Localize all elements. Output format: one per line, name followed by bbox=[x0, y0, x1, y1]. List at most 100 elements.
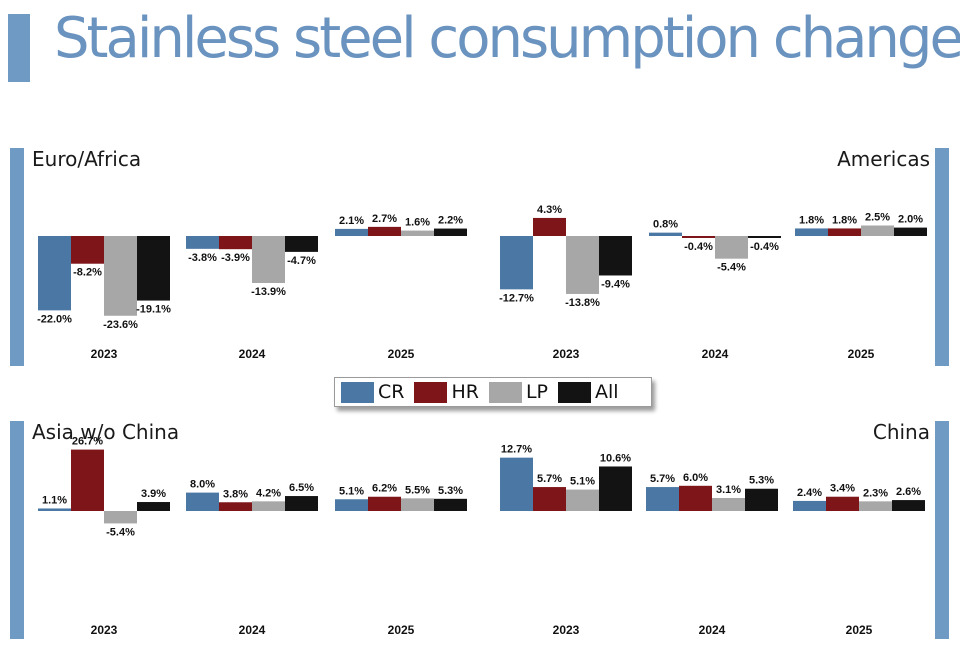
bar-0-2023-hr bbox=[71, 236, 104, 264]
legend-label-hr: HR bbox=[451, 381, 479, 403]
americas-accent-bar bbox=[935, 148, 949, 366]
bar-1-2023-hr bbox=[533, 217, 566, 236]
bar-0-2025-all bbox=[434, 228, 467, 236]
bar-2-2023-lp bbox=[104, 511, 137, 524]
bar-2-2024-lp bbox=[252, 501, 285, 511]
bar-3-2023-lp bbox=[566, 489, 599, 511]
data-label-0-2025-lp: 1.6% bbox=[405, 217, 430, 229]
bar-1-2023-cr bbox=[500, 236, 533, 290]
bar-3-2024-cr bbox=[646, 487, 679, 511]
bar-3-2025-lp bbox=[859, 501, 892, 511]
category-label-0-2025: 2025 bbox=[388, 347, 415, 361]
legend-label-all: All bbox=[595, 381, 619, 403]
legend-label-lp: LP bbox=[525, 381, 549, 403]
legend-item-all: All bbox=[558, 381, 619, 403]
data-label-1-2023-all: -9.4% bbox=[601, 278, 630, 290]
data-label-0-2024-lp: -13.9% bbox=[251, 286, 286, 298]
category-label-2-2023: 2023 bbox=[91, 623, 118, 637]
data-label-2-2024-all: 6.5% bbox=[289, 482, 314, 494]
bar-1-2024-hr bbox=[682, 236, 715, 238]
data-label-2-2025-hr: 6.2% bbox=[372, 483, 397, 495]
bar-2-2025-lp bbox=[401, 498, 434, 511]
data-label-2-2024-cr: 8.0% bbox=[190, 479, 215, 491]
bar-3-2024-all bbox=[745, 488, 778, 511]
category-label-3-2025: 2025 bbox=[846, 623, 873, 637]
data-label-1-2023-cr: -12.7% bbox=[499, 292, 534, 304]
category-label-1-2023: 2023 bbox=[553, 347, 580, 361]
bar-2-2023-hr bbox=[71, 449, 104, 511]
bar-1-2025-all bbox=[894, 227, 927, 236]
bar-3-2023-all bbox=[599, 466, 632, 511]
bar-2-2023-cr bbox=[38, 508, 71, 511]
legend-label-cr: CR bbox=[378, 381, 405, 403]
bar-2-2024-cr bbox=[186, 492, 219, 511]
data-label-0-2025-cr: 2.1% bbox=[339, 215, 364, 227]
category-label-3-2023: 2023 bbox=[553, 623, 580, 637]
bar-2-2025-hr bbox=[368, 496, 401, 511]
data-label-2-2025-all: 5.3% bbox=[438, 485, 463, 497]
legend-swatch-hr bbox=[414, 381, 448, 403]
bar-3-2025-cr bbox=[793, 500, 826, 511]
category-label-2-2025: 2025 bbox=[388, 623, 415, 637]
page-title: Stainless steel consumption changes bbox=[54, 6, 960, 71]
bar-1-2024-lp bbox=[715, 236, 748, 259]
data-label-1-2025-all: 2.0% bbox=[898, 214, 923, 226]
legend-swatch-lp bbox=[488, 381, 522, 403]
data-label-0-2024-cr: -3.8% bbox=[188, 252, 217, 264]
data-label-2-2025-cr: 5.1% bbox=[339, 485, 364, 497]
data-label-3-2025-hr: 3.4% bbox=[830, 483, 855, 495]
data-label-3-2024-cr: 5.7% bbox=[650, 473, 675, 485]
bar-0-2025-hr bbox=[368, 226, 401, 236]
data-label-1-2024-lp: -5.4% bbox=[717, 262, 746, 274]
data-label-2-2024-lp: 4.2% bbox=[256, 487, 281, 499]
data-label-2-2023-lp: -5.4% bbox=[106, 526, 135, 538]
chart-title-china: China bbox=[872, 420, 930, 444]
data-label-3-2023-hr: 5.7% bbox=[537, 473, 562, 485]
bar-3-2023-hr bbox=[533, 487, 566, 511]
data-label-0-2023-all: -19.1% bbox=[136, 304, 171, 316]
bar-1-2025-cr bbox=[795, 228, 828, 236]
bar-2-2025-all bbox=[434, 498, 467, 511]
data-label-1-2025-lp: 2.5% bbox=[865, 212, 890, 224]
bar-3-2025-all bbox=[892, 500, 925, 511]
bar-1-2024-cr bbox=[649, 232, 682, 236]
data-label-1-2024-all: -0.4% bbox=[750, 241, 779, 253]
bar-0-2024-lp bbox=[252, 236, 285, 283]
bar-1-2025-lp bbox=[861, 225, 894, 236]
bar-3-2025-hr bbox=[826, 496, 859, 511]
bar-0-2023-all bbox=[137, 236, 170, 301]
legend-item-lp: LP bbox=[488, 381, 549, 403]
data-label-3-2023-lp: 5.1% bbox=[570, 476, 595, 488]
chart-title-euro-africa: Euro/Africa bbox=[32, 147, 142, 171]
legend: CR HR LP All bbox=[334, 377, 652, 407]
data-label-3-2023-cr: 12.7% bbox=[501, 444, 532, 456]
legend-swatch-cr bbox=[341, 381, 374, 403]
bar-2-2024-hr bbox=[219, 502, 252, 511]
data-label-0-2024-hr: -3.9% bbox=[221, 252, 250, 264]
data-label-0-2023-cr: -22.0% bbox=[37, 313, 72, 325]
data-label-0-2024-all: -4.7% bbox=[287, 255, 316, 267]
category-label-0-2023: 2023 bbox=[91, 347, 118, 361]
category-label-3-2024: 2024 bbox=[699, 623, 726, 637]
bar-2-2025-cr bbox=[335, 499, 368, 511]
data-label-2-2023-hr: 26.7% bbox=[72, 436, 103, 448]
data-label-0-2025-all: 2.2% bbox=[438, 215, 463, 227]
data-label-2-2025-lp: 5.5% bbox=[405, 484, 430, 496]
data-label-3-2024-lp: 3.1% bbox=[716, 484, 741, 496]
bar-2-2023-all bbox=[137, 502, 170, 511]
bar-0-2024-cr bbox=[186, 236, 219, 249]
data-label-3-2023-all: 10.6% bbox=[600, 452, 631, 464]
data-label-2-2024-hr: 3.8% bbox=[223, 488, 248, 500]
asia-accent-bar bbox=[10, 421, 24, 639]
category-label-2-2024: 2024 bbox=[239, 623, 266, 637]
data-label-0-2023-hr: -8.2% bbox=[73, 267, 102, 279]
data-label-1-2025-hr: 1.8% bbox=[832, 214, 857, 226]
data-label-1-2023-hr: 4.3% bbox=[537, 204, 562, 216]
data-label-2-2023-all: 3.9% bbox=[141, 488, 166, 500]
china-accent-bar bbox=[935, 421, 949, 639]
data-label-3-2025-all: 2.6% bbox=[896, 486, 921, 498]
data-label-0-2023-lp: -23.6% bbox=[103, 319, 138, 331]
data-label-3-2025-cr: 2.4% bbox=[797, 487, 822, 499]
bar-0-2023-cr bbox=[38, 236, 71, 311]
data-label-2-2023-cr: 1.1% bbox=[42, 494, 67, 506]
